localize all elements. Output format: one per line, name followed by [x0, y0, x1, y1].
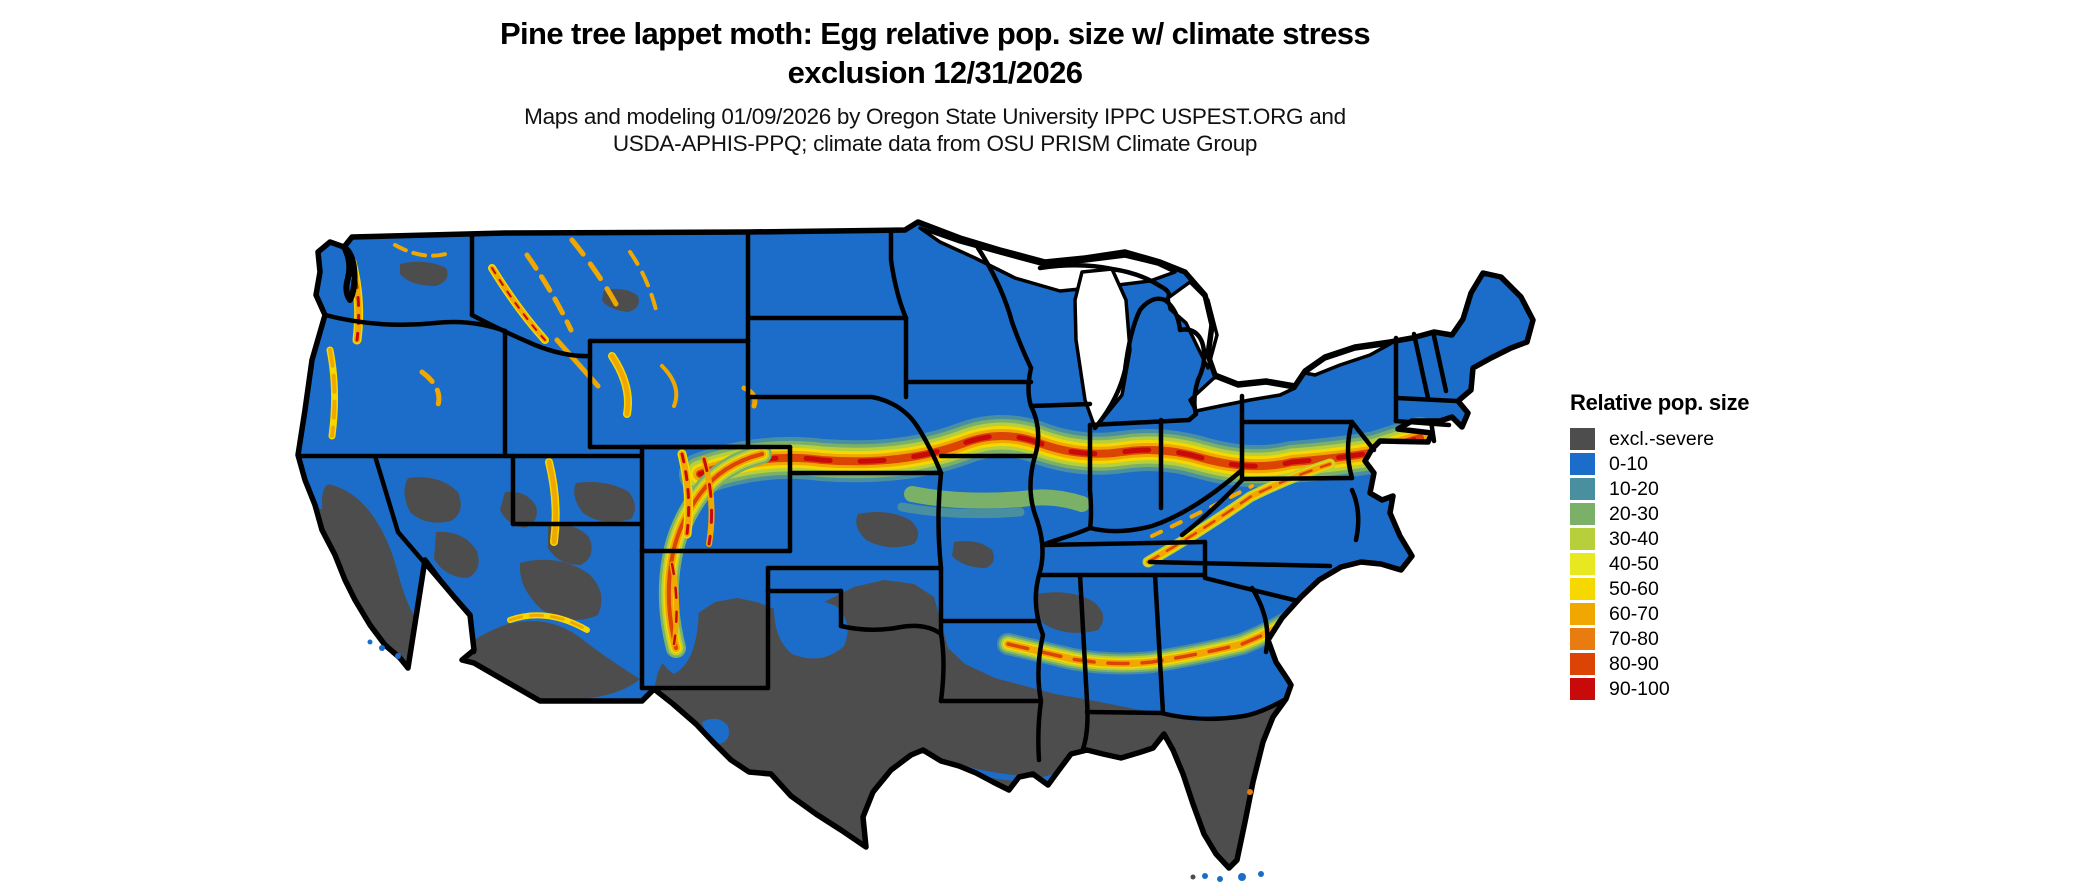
- legend-label: 40-50: [1609, 552, 1659, 575]
- legend-title: Relative pop. size: [1570, 390, 1750, 415]
- legend-label: 20-30: [1609, 502, 1659, 525]
- legend-label: 0-10: [1609, 452, 1649, 475]
- legend-swatch: [1570, 428, 1595, 450]
- legend-label: 30-40: [1609, 527, 1659, 550]
- map-title: Pine tree lappet moth: Egg relative pop.…: [0, 14, 1870, 92]
- legend-item: 30-40: [1570, 528, 1749, 550]
- legend-item: 20-30: [1570, 503, 1749, 525]
- map-title-line1: Pine tree lappet moth: Egg relative pop.…: [499, 16, 1371, 51]
- legend-item: 90-100: [1570, 678, 1749, 700]
- legend-label: 70-80: [1609, 627, 1659, 650]
- legend-swatch: [1570, 653, 1595, 675]
- legend-swatch: [1570, 678, 1595, 700]
- legend-swatch: [1570, 628, 1595, 650]
- legend-item: 50-60: [1570, 578, 1749, 600]
- map-subtitle-line1: Maps and modeling 01/09/2026 by Oregon S…: [524, 104, 1346, 129]
- legend-swatch: [1570, 528, 1595, 550]
- legend-label: 80-90: [1609, 652, 1659, 675]
- islands-and-keys: [367, 639, 1264, 882]
- legend-label: 10-20: [1609, 477, 1659, 500]
- legend-swatch: [1570, 553, 1595, 575]
- legend-swatch: [1570, 603, 1595, 625]
- legend-swatch: [1570, 453, 1595, 475]
- legend-item: 70-80: [1570, 628, 1749, 650]
- legend-item: 0-10: [1570, 453, 1749, 475]
- legend-label: 60-70: [1609, 602, 1659, 625]
- legend-item: 60-70: [1570, 603, 1749, 625]
- legend-swatch: [1570, 478, 1595, 500]
- chart-header: Pine tree lappet moth: Egg relative pop.…: [0, 14, 1870, 157]
- legend: Relative pop. size excl.-severe 0-10 10-20…: [1570, 390, 1750, 700]
- state-borders: [295, 227, 1459, 763]
- legend-item: 80-90: [1570, 653, 1749, 675]
- legend-swatch: [1570, 578, 1595, 600]
- legend-item: 40-50: [1570, 553, 1749, 575]
- map-subtitle: Maps and modeling 01/09/2026 by Oregon S…: [0, 103, 1870, 157]
- legend-label: excl.-severe: [1609, 427, 1715, 450]
- heat-band-front-range: [658, 444, 772, 658]
- heat-band-appalachian: [1142, 438, 1436, 568]
- legend-item: excl.-severe: [1570, 428, 1749, 450]
- legend-label: 50-60: [1609, 577, 1659, 600]
- map-subtitle-line2: USDA-APHIS-PPQ; climate data from OSU PR…: [612, 131, 1258, 156]
- legend-swatch: [1570, 503, 1595, 525]
- legend-label: 90-100: [1609, 677, 1670, 700]
- us-outline: [295, 219, 1536, 871]
- map-title-line2: exclusion 12/31/2026: [787, 55, 1083, 90]
- legend-item: 10-20: [1570, 478, 1749, 500]
- legend-rows: excl.-severe 0-10 10-20 20-30 30-40 40-50 50-6…: [1570, 428, 1749, 700]
